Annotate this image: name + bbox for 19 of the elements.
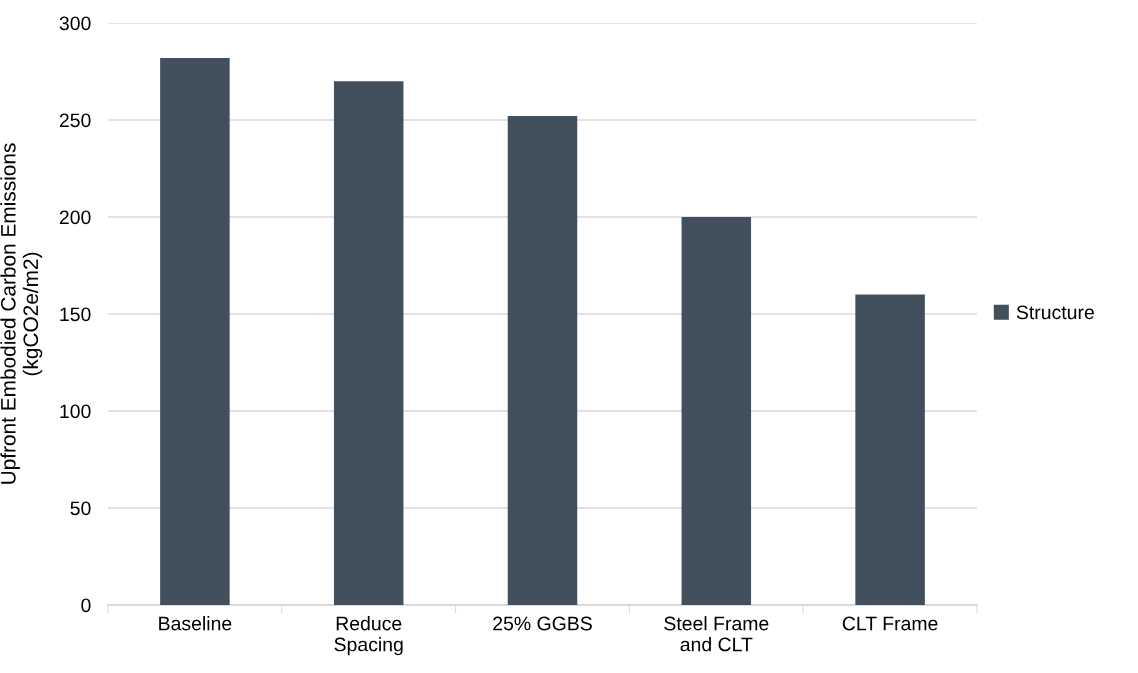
x-tick-label: Reduce Spacing bbox=[334, 616, 403, 656]
y-tick-label: 100 bbox=[60, 404, 91, 419]
x-tick-label: Steel Frame and CLT bbox=[664, 616, 769, 652]
bar bbox=[681, 217, 752, 605]
x-tick-label: Baseline bbox=[159, 616, 232, 631]
y-tick-label: 250 bbox=[59, 113, 91, 128]
x-tick-label: CLT Frame bbox=[842, 616, 938, 631]
y-tick-label: 300 bbox=[59, 16, 91, 31]
bar bbox=[160, 57, 230, 605]
y-tick-label: 50 bbox=[70, 501, 91, 516]
bar bbox=[507, 116, 578, 605]
bar bbox=[333, 81, 404, 605]
y-tick-label: 0 bbox=[81, 598, 91, 613]
y-axis-title: Upfront Embodied Carbon Emissions (kgCO2e/m2) bbox=[0, 143, 43, 484]
y-tick-label: 150 bbox=[60, 307, 91, 322]
legend-label: Structure bbox=[1016, 305, 1094, 320]
y-tick-label: 200 bbox=[59, 210, 91, 225]
bar bbox=[855, 294, 925, 605]
x-tick-label: 25% GGBS bbox=[493, 616, 592, 631]
